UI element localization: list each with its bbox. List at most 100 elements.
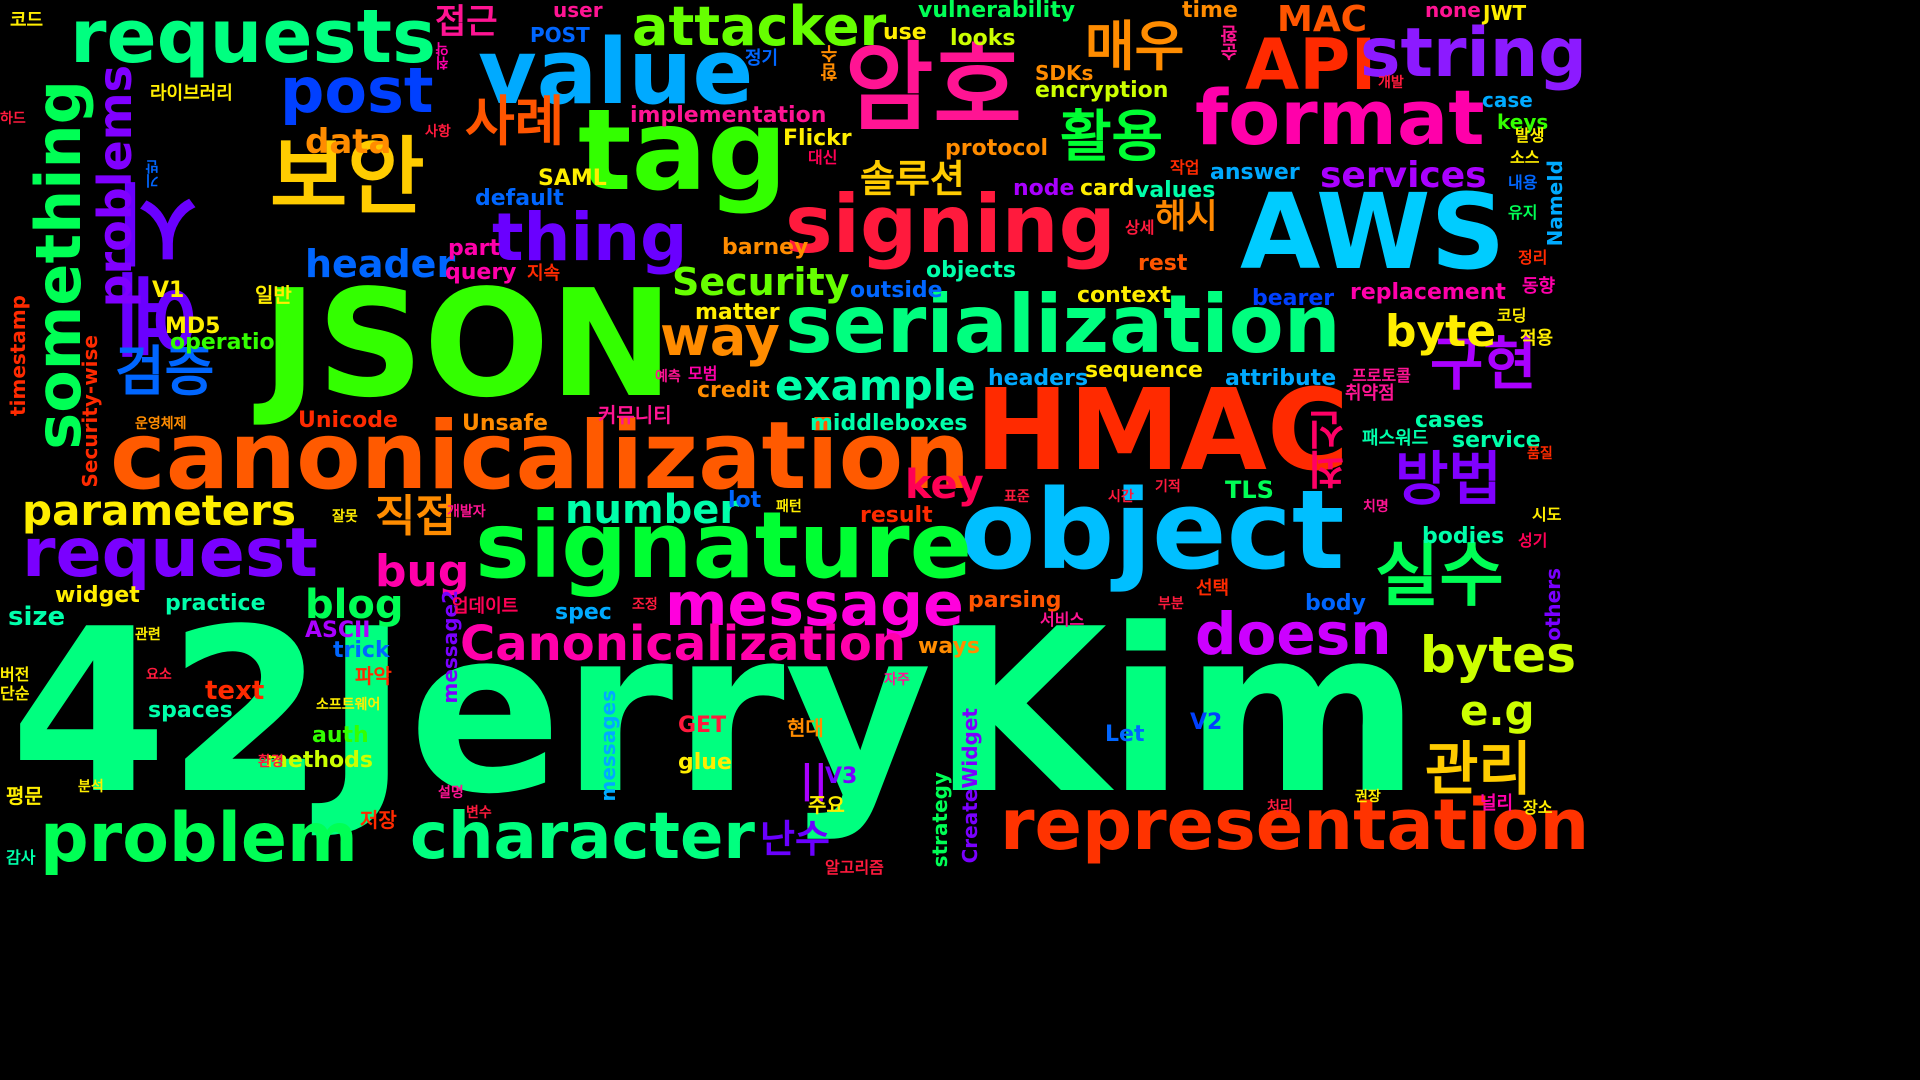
word: byte <box>1385 306 1497 357</box>
word: time <box>1182 0 1238 23</box>
word: 표준 <box>1004 489 1030 505</box>
word: barney <box>722 235 809 260</box>
word: answer <box>1210 160 1300 185</box>
word: TLS <box>1225 476 1274 504</box>
word: string <box>1360 14 1587 93</box>
word: others <box>1541 568 1565 641</box>
word: values <box>1135 178 1216 203</box>
word: credit <box>697 378 770 403</box>
word: key <box>905 462 984 508</box>
word: 동향 <box>1522 276 1556 297</box>
word: attribute <box>1225 366 1337 391</box>
word: 내용 <box>1508 173 1538 192</box>
word: user <box>553 0 603 22</box>
word: tag <box>578 86 788 216</box>
word: V3 <box>825 764 858 789</box>
word: 정리 <box>1518 248 1548 267</box>
word: 감사 <box>6 848 36 867</box>
word: card <box>1080 176 1135 201</box>
word: 소프트웨어 <box>316 697 381 713</box>
word: 유지 <box>1508 203 1538 222</box>
word: 시간 <box>1108 489 1134 505</box>
word: part <box>448 236 500 261</box>
word: default <box>475 186 564 211</box>
word: text <box>205 676 265 706</box>
word: 구현 <box>1430 330 1537 398</box>
word: blog <box>305 582 404 628</box>
word: use <box>883 20 927 45</box>
word: Security <box>672 260 850 304</box>
word: 치명 <box>1363 499 1389 515</box>
word: character <box>410 800 755 874</box>
word: 적용 <box>1520 328 1554 349</box>
word: 자주 <box>884 672 910 688</box>
word: 코드 <box>10 10 44 31</box>
word: Unsafe <box>462 411 548 436</box>
word: MAC <box>1277 0 1368 40</box>
word: 알고리즘 <box>825 858 884 877</box>
word: looks <box>950 26 1016 51</box>
word: headers <box>988 366 1089 391</box>
word: 개발자 <box>447 504 486 520</box>
word: operation <box>170 330 291 355</box>
word: case <box>1482 88 1533 112</box>
word: API <box>1245 24 1377 106</box>
word: ASCII <box>305 618 371 643</box>
word: 예측 <box>655 369 681 385</box>
word: matter <box>695 300 780 325</box>
word: GET <box>678 713 727 738</box>
word: replacement <box>1350 280 1506 305</box>
word: 처리 <box>1267 799 1293 815</box>
word: methods <box>265 748 373 773</box>
word: 일반 <box>255 283 292 307</box>
word: services <box>1320 155 1487 196</box>
word: keys <box>1497 110 1549 134</box>
word: bearer <box>1252 286 1335 311</box>
word: glue <box>678 750 732 775</box>
word: 기적 <box>1155 479 1181 495</box>
word: 취약점 <box>1345 383 1395 404</box>
word: header <box>305 242 456 286</box>
word: 사항 <box>425 124 451 140</box>
word: 주요 <box>808 793 845 817</box>
word: 업데이트 <box>452 596 519 617</box>
word: ways <box>918 634 980 659</box>
word: representation <box>1000 784 1590 866</box>
word: 부분 <box>1158 596 1184 612</box>
word: way <box>660 305 780 368</box>
word: bug <box>375 546 470 597</box>
word: widget <box>55 583 140 608</box>
word: context <box>1077 283 1171 308</box>
word: bytes <box>1420 626 1576 684</box>
word: 방법 <box>1395 445 1502 513</box>
word: 검증 <box>115 340 215 403</box>
word: POST <box>530 23 590 47</box>
word: 접근 <box>435 2 498 42</box>
word: 선택 <box>1196 578 1230 599</box>
word: 설명 <box>438 785 464 801</box>
word: 패스워드 <box>1362 428 1429 449</box>
word: objects <box>926 258 1016 283</box>
word: 현대 <box>787 716 824 740</box>
word: 요소 <box>146 667 172 683</box>
word: 순환 <box>1220 25 1241 61</box>
word: auth <box>312 723 369 748</box>
word: 모범 <box>688 364 718 383</box>
word: Unicode <box>298 408 398 433</box>
word: JSON <box>262 258 674 430</box>
word: 저장 <box>360 808 397 832</box>
word: protocol <box>945 136 1049 161</box>
word: value <box>478 20 754 125</box>
word: lot <box>728 488 762 513</box>
word: Let <box>1105 722 1145 747</box>
word: 단순 <box>0 684 30 703</box>
word: 장소 <box>1523 798 1553 817</box>
word: MD5 <box>165 314 221 339</box>
word: 정기 <box>745 48 779 69</box>
word: 대신 <box>808 148 838 167</box>
word: 파악 <box>355 664 392 688</box>
word: 직접 <box>375 491 456 542</box>
word: 함수 <box>820 45 841 81</box>
word: V1 <box>152 278 185 303</box>
